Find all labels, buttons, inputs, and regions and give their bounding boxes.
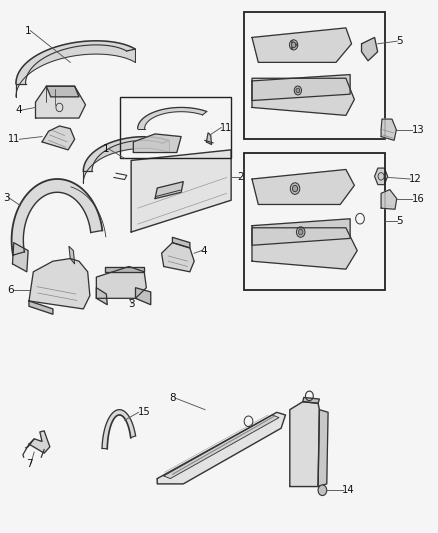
Polygon shape — [161, 243, 194, 272]
Polygon shape — [206, 133, 211, 144]
Text: 6: 6 — [7, 285, 14, 295]
Text: 12: 12 — [408, 174, 421, 184]
Polygon shape — [69, 246, 74, 264]
Polygon shape — [251, 228, 357, 269]
Text: 11: 11 — [8, 134, 20, 144]
Text: 13: 13 — [410, 125, 423, 135]
Polygon shape — [29, 259, 90, 309]
Polygon shape — [11, 179, 102, 255]
Text: 16: 16 — [410, 193, 423, 204]
Polygon shape — [251, 78, 353, 115]
Circle shape — [296, 227, 304, 237]
Circle shape — [290, 183, 299, 195]
Text: 8: 8 — [169, 393, 176, 403]
Text: 5: 5 — [396, 216, 402, 227]
Circle shape — [291, 42, 295, 47]
Polygon shape — [83, 137, 168, 183]
Polygon shape — [16, 41, 135, 97]
Polygon shape — [133, 134, 181, 152]
Text: 2: 2 — [237, 172, 244, 182]
Bar — [244, 152, 385, 290]
Bar — [244, 12, 385, 139]
Polygon shape — [35, 86, 85, 118]
Text: 5: 5 — [396, 36, 402, 46]
Polygon shape — [83, 137, 168, 171]
Circle shape — [293, 86, 301, 95]
Polygon shape — [16, 41, 135, 84]
Polygon shape — [251, 75, 350, 101]
Polygon shape — [380, 119, 396, 140]
Circle shape — [292, 185, 297, 192]
Circle shape — [318, 485, 326, 496]
Polygon shape — [46, 86, 79, 97]
Polygon shape — [318, 410, 327, 487]
Polygon shape — [157, 413, 285, 484]
Polygon shape — [172, 237, 189, 248]
Text: 14: 14 — [341, 485, 354, 495]
Circle shape — [298, 229, 302, 235]
Text: 7: 7 — [26, 459, 33, 469]
Polygon shape — [289, 402, 319, 487]
Polygon shape — [380, 190, 396, 209]
Polygon shape — [42, 126, 74, 150]
Polygon shape — [29, 431, 50, 453]
Polygon shape — [374, 168, 387, 184]
Text: 3: 3 — [3, 192, 9, 203]
Polygon shape — [361, 37, 377, 61]
Polygon shape — [102, 410, 135, 449]
Text: 4: 4 — [16, 105, 22, 115]
Polygon shape — [29, 301, 53, 314]
Text: 1: 1 — [25, 26, 31, 36]
Polygon shape — [251, 28, 351, 62]
Polygon shape — [12, 243, 28, 272]
Polygon shape — [251, 169, 353, 205]
Polygon shape — [155, 182, 183, 199]
Polygon shape — [105, 266, 144, 272]
Text: 1: 1 — [102, 144, 109, 154]
Polygon shape — [251, 219, 350, 245]
Text: 11: 11 — [220, 123, 232, 133]
Polygon shape — [96, 266, 146, 298]
Text: 4: 4 — [200, 246, 207, 256]
Circle shape — [295, 88, 299, 93]
Text: 3: 3 — [127, 298, 134, 309]
Polygon shape — [163, 415, 278, 479]
Text: 15: 15 — [138, 407, 150, 417]
Polygon shape — [131, 150, 230, 232]
Circle shape — [289, 40, 297, 50]
Polygon shape — [302, 398, 319, 403]
Polygon shape — [96, 288, 107, 305]
Bar — [120, 97, 230, 158]
Polygon shape — [135, 288, 150, 305]
Polygon shape — [138, 108, 206, 128]
